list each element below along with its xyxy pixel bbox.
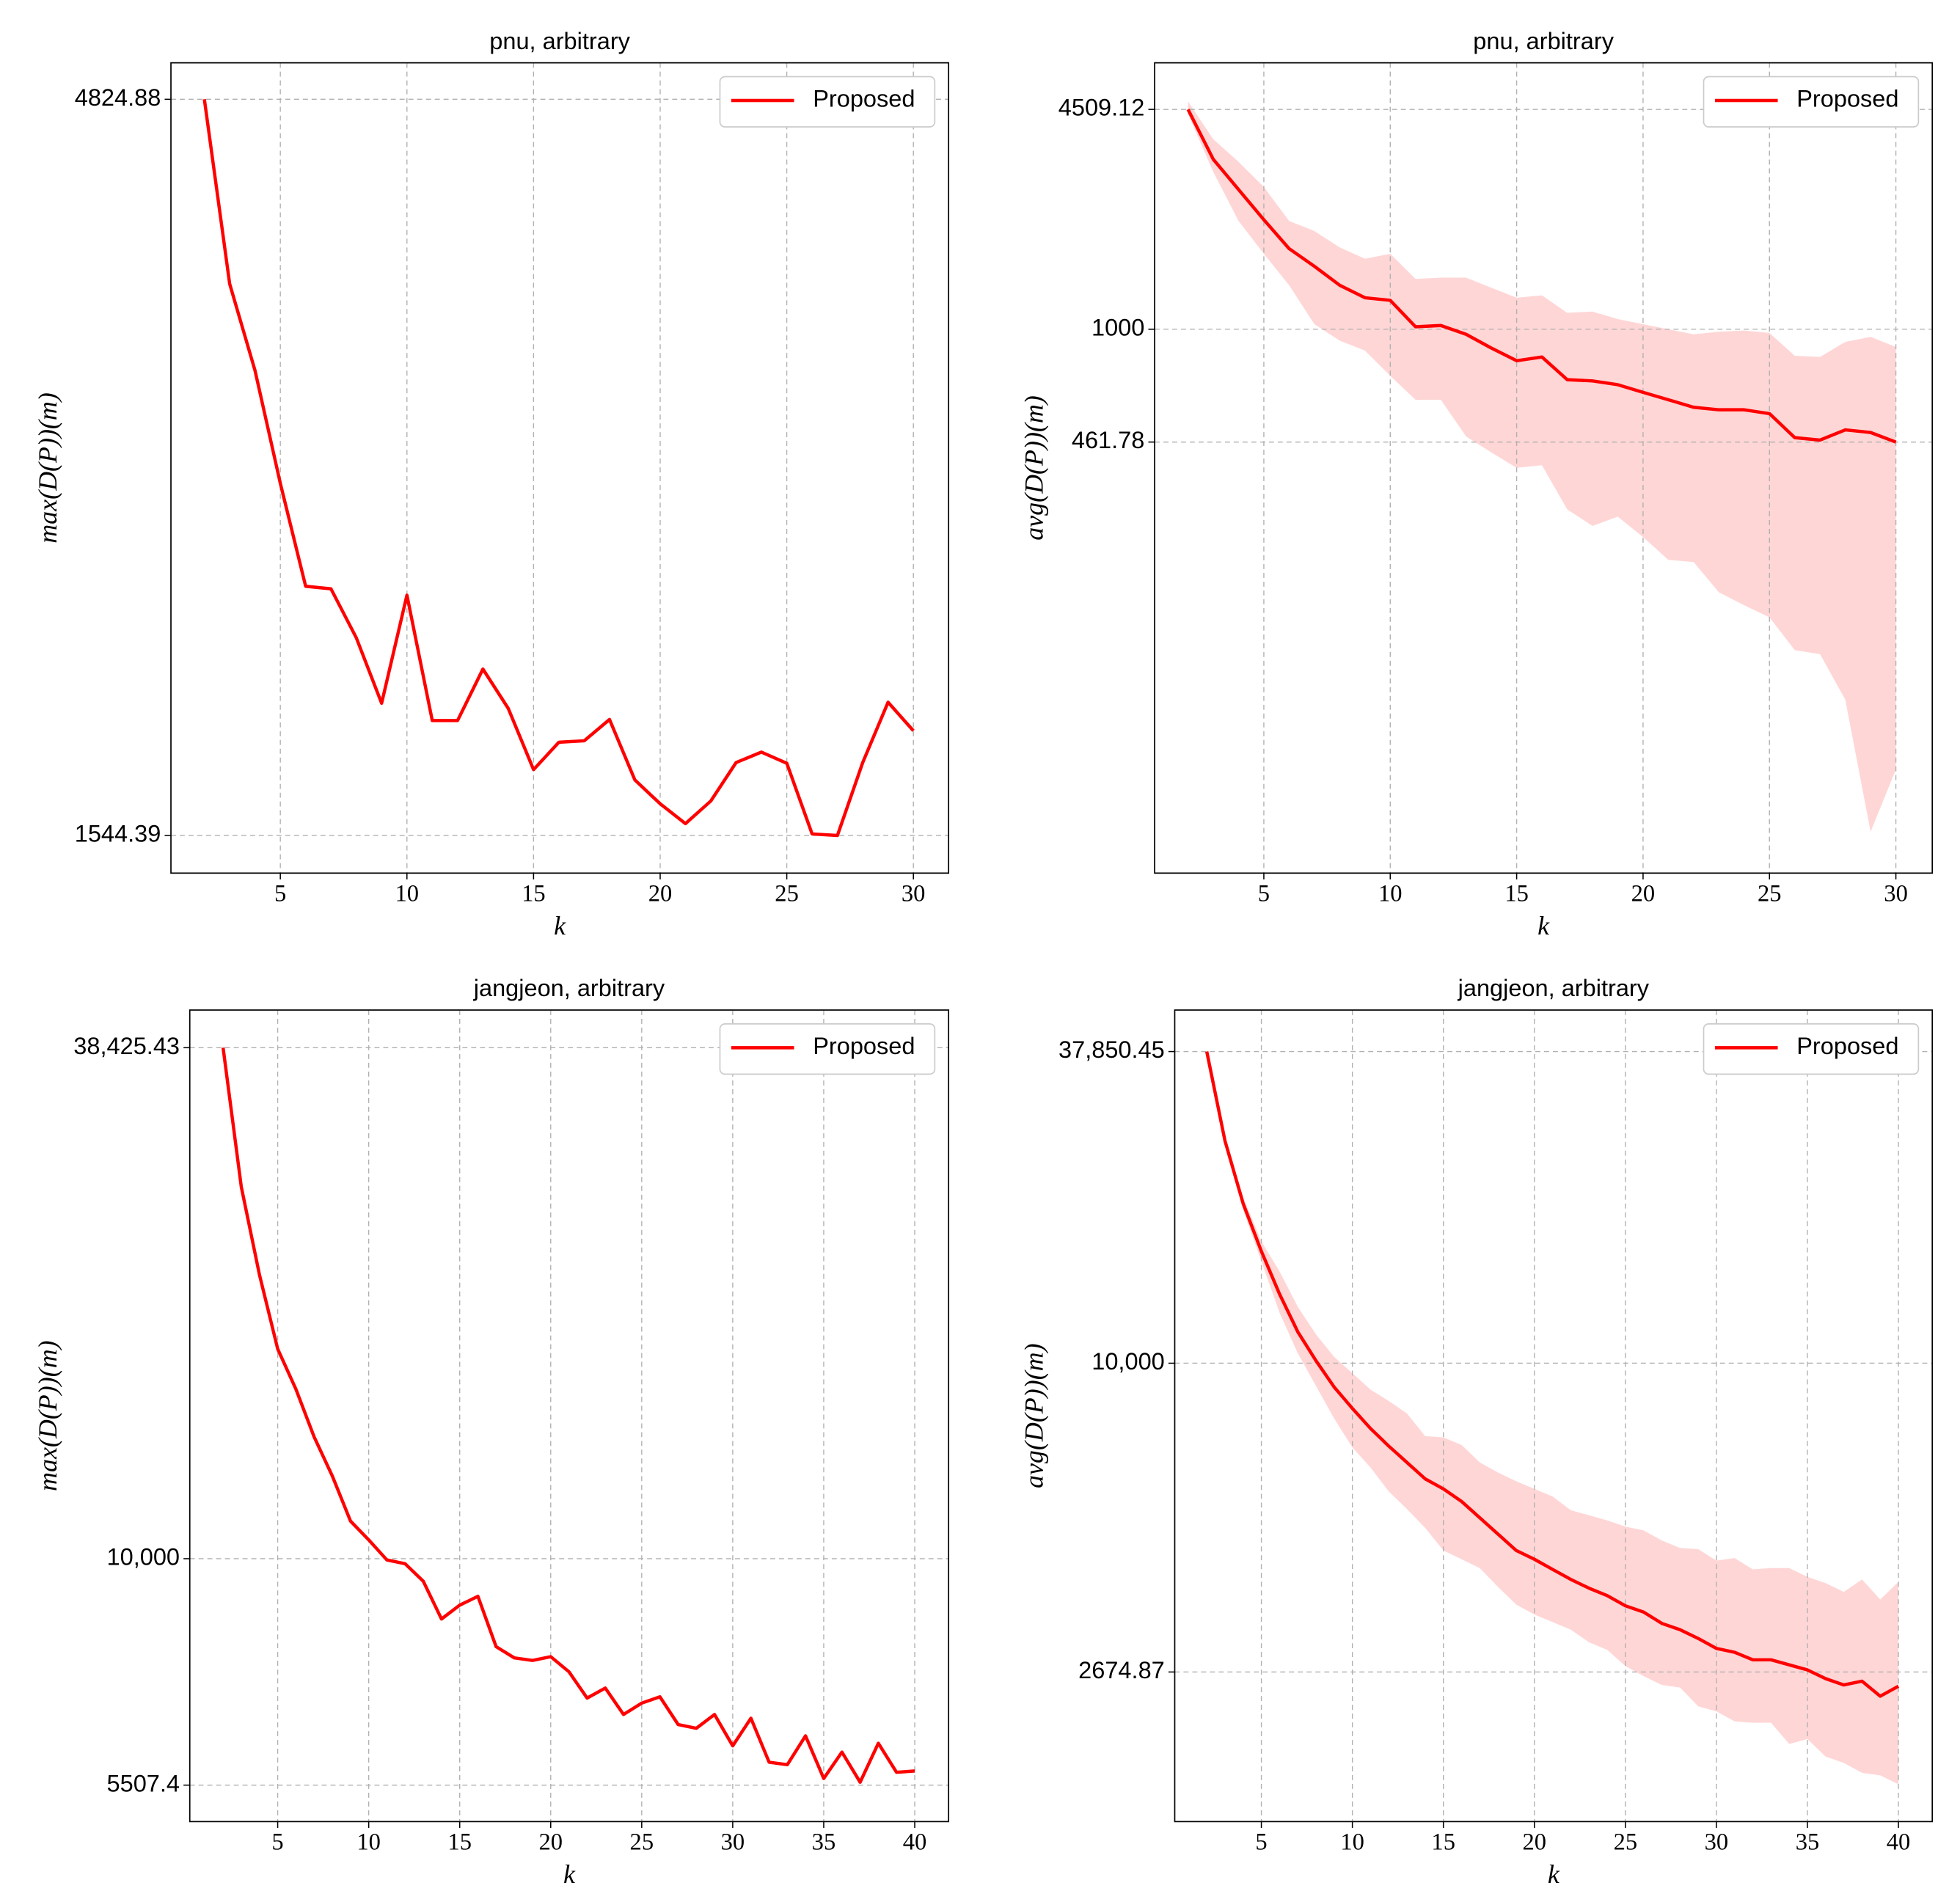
- subplot: jangjeon, arbitrary 5 10 15 20 25 30 35 40 5507.4…: [33, 975, 950, 1889]
- x-tick-label: 5: [271, 1829, 283, 1856]
- y-tick-label: 461.78: [1072, 427, 1145, 453]
- line: [221, 1047, 915, 1784]
- y-tick-label: 10,000: [107, 1544, 180, 1570]
- legend-label: Proposed: [1796, 86, 1898, 112]
- x-tick-label: 20: [648, 881, 673, 907]
- x-tick-label: 15: [447, 1829, 472, 1856]
- x-tick-label: 20: [539, 1829, 563, 1856]
- y-axis-label: max(D(P))(m): [33, 1340, 62, 1491]
- legend-box: [1703, 1023, 1920, 1075]
- x-tick-label: 5: [274, 881, 286, 907]
- x-tick-label: 5: [1255, 1829, 1267, 1856]
- plot-frame: [189, 1009, 950, 1823]
- x-tick-label: 25: [630, 1829, 654, 1856]
- x-tick-label: 20: [1631, 881, 1656, 907]
- y-axis-label: avg(D(P))(m): [1019, 395, 1048, 541]
- x-tick-label: 10: [356, 1829, 381, 1856]
- y-tick-label: 37,850.45: [1058, 1036, 1165, 1063]
- x-tick-label: 15: [522, 881, 546, 907]
- legend-box: [1703, 76, 1920, 128]
- x-axis-label: k: [563, 1859, 576, 1889]
- y-tick-label: 4824.88: [75, 84, 161, 111]
- legend-label: Proposed: [813, 1033, 915, 1059]
- x-tick-label: 25: [1758, 881, 1782, 907]
- line: [1204, 1051, 1900, 1698]
- x-tick-label: 30: [1884, 881, 1908, 907]
- chart-title: pnu, arbitrary: [1473, 28, 1614, 54]
- x-tick-label: 30: [721, 1829, 745, 1856]
- x-tick-label: 10: [1340, 1829, 1364, 1856]
- x-axis-label: k: [1548, 1859, 1560, 1889]
- plot-frame: [1174, 1009, 1934, 1823]
- band: [1188, 101, 1896, 832]
- subplot: pnu, arbitrary 5 10 15 20 25 30 461.78 1000 4509.…: [1019, 28, 1934, 940]
- line: [202, 99, 915, 838]
- x-tick-label: 40: [1887, 1829, 1911, 1856]
- plot-frame: [170, 62, 950, 874]
- y-axis-label: avg(D(P))(m): [1019, 1343, 1048, 1488]
- legend: Proposed: [1703, 76, 1920, 128]
- x-tick-label: 25: [775, 881, 799, 907]
- x-tick-label: 10: [1378, 881, 1403, 907]
- chart-title: jangjeon, arbitrary: [1458, 975, 1650, 1001]
- x-axis-label: k: [1537, 911, 1550, 940]
- legend-label: Proposed: [813, 86, 915, 112]
- y-axis-label: max(D(P))(m): [33, 392, 62, 544]
- x-tick-label: 20: [1523, 1829, 1547, 1856]
- line: [1186, 109, 1897, 444]
- x-tick-label: 15: [1504, 881, 1529, 907]
- legend: Proposed: [719, 1023, 936, 1075]
- x-axis-label: k: [554, 911, 566, 940]
- x-tick-label: 25: [1614, 1829, 1638, 1856]
- x-tick-label: 15: [1431, 1829, 1455, 1856]
- x-tick-label: 10: [395, 881, 420, 907]
- x-tick-label: 30: [902, 881, 926, 907]
- y-tick-label: 4509.12: [1058, 95, 1145, 121]
- x-tick-label: 35: [812, 1829, 836, 1856]
- x-tick-label: 5: [1258, 881, 1270, 907]
- y-tick-label: 5507.4: [107, 1770, 180, 1796]
- legend: Proposed: [1703, 1023, 1920, 1075]
- x-tick-label: 35: [1796, 1829, 1820, 1856]
- x-tick-label: 40: [903, 1829, 927, 1856]
- chart-title: jangjeon, arbitrary: [473, 975, 665, 1001]
- x-tick-label: 30: [1705, 1829, 1729, 1856]
- y-tick-label: 38,425.43: [73, 1033, 180, 1059]
- plot-frame: [1154, 62, 1934, 874]
- legend-box: [719, 76, 936, 128]
- y-tick-label: 2674.87: [1078, 1657, 1165, 1683]
- y-tick-label: 10,000: [1091, 1348, 1164, 1375]
- legend: Proposed: [719, 76, 936, 128]
- chart-title: pnu, arbitrary: [489, 28, 630, 54]
- subplot: jangjeon, arbitrary 5 10 15 20 25 30 35 40 2674.8…: [1019, 975, 1934, 1889]
- band: [1207, 1051, 1899, 1785]
- subplot: pnu, arbitrary 5 10 15 20 25 30 1544.39 4824.88 k…: [33, 28, 950, 940]
- legend-box: [719, 1023, 936, 1075]
- y-tick-label: 1544.39: [75, 821, 161, 847]
- legend-label: Proposed: [1796, 1033, 1898, 1059]
- y-tick-label: 1000: [1091, 314, 1144, 340]
